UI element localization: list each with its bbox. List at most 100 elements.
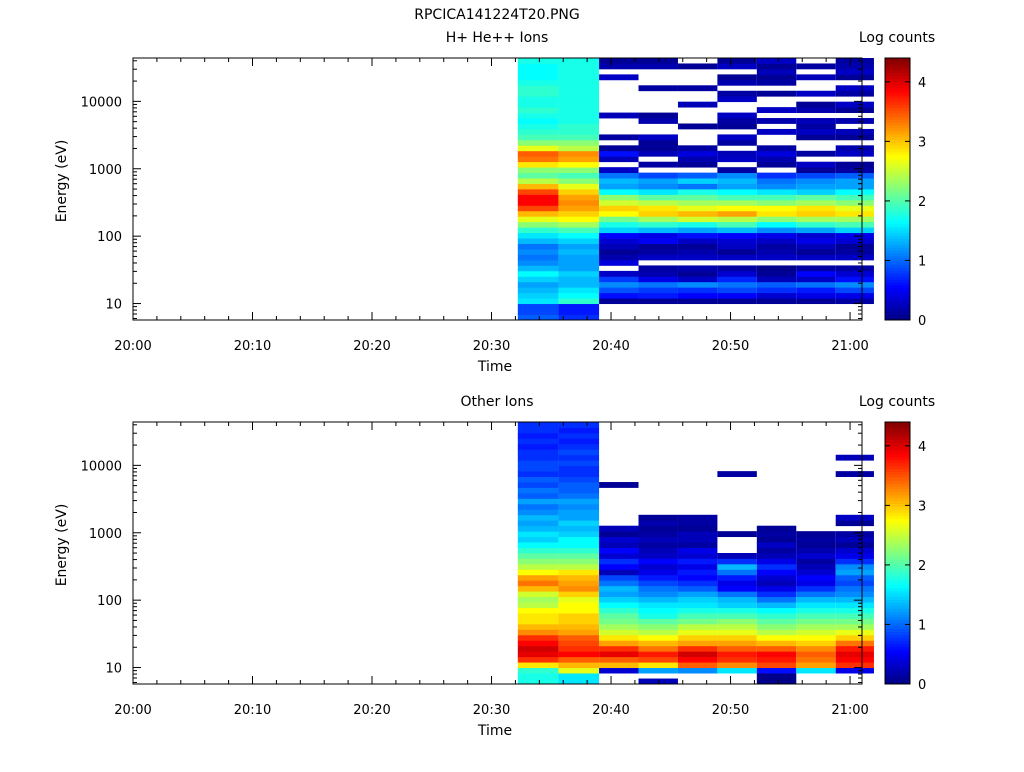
heatmap-cell [638,574,678,581]
heatmap-cell [677,210,718,217]
colorbar-segment [885,133,910,138]
heatmap-cell [796,150,836,157]
heatmap-cell [796,243,836,250]
x-tick-label: 20:40 [592,703,629,718]
y-tick-label: 10000 [81,459,122,474]
heatmap-cell [599,112,639,119]
colorbar-segment [885,669,910,673]
heatmap-cell [599,227,639,234]
heatmap-cell [835,585,874,592]
colorbar-segment [885,491,910,496]
heatmap-cell [599,542,639,548]
heatmap-cell [558,547,600,554]
colorbar-segment [885,203,910,207]
heatmap-cell [517,449,559,456]
colorbar-segment [885,643,910,647]
heatmap-cell [517,118,559,124]
colorbar-segment [885,436,910,440]
heatmap-cell [835,161,874,168]
heatmap-cell [638,531,678,538]
heatmap-cell [717,569,757,576]
colorbar-segment [885,558,910,563]
heatmap-cell [558,303,600,310]
colorbar-segment [885,628,910,633]
heatmap-cell [517,542,559,548]
heatmap-cell [599,281,639,288]
heatmap-cell [599,189,639,195]
heatmap-cell [638,536,678,543]
heatmap-cell [717,276,757,283]
heatmap-cell [835,292,874,299]
heatmap-cell [558,422,600,428]
heatmap-cell [517,298,559,305]
heatmap-cell [558,63,600,70]
heatmap-cell [599,243,639,250]
colorbar-segment [885,200,910,205]
colorbar-segment [885,605,910,609]
colorbar-segment [885,110,910,114]
heatmap-cell [756,107,797,113]
heatmap-cell [517,183,559,190]
colorbar-segment [885,619,910,624]
heatmap-cell [835,128,874,135]
heatmap-cell [717,112,757,119]
heatmap-cell [677,238,718,244]
colorbar-segment [885,483,910,487]
heatmap-cell [796,123,836,130]
colorbar-segment [885,159,910,164]
heatmap-cell [517,259,559,266]
colorbar-segment [885,244,910,248]
colorbar-segment [885,171,910,175]
heatmap-cell [517,254,559,261]
colorbar-segment [885,532,910,537]
heatmap-cell [677,525,718,532]
heatmap-cell [677,580,718,587]
heatmap-cell [756,607,797,614]
heatmap-cell [599,199,639,206]
heatmap-cell [638,221,678,228]
colorbar-segment [885,124,910,129]
heatmap-cell [677,101,718,108]
heatmap-cell [558,443,600,450]
heatmap-cell [835,254,874,261]
x-tick-label: 20:30 [473,339,510,354]
heatmap-cell [756,678,797,685]
heatmap-cell [756,232,797,239]
heatmap-cell [796,618,836,625]
colorbar-segment [885,206,910,210]
colorbar-segment [885,264,910,269]
heatmap-cell [558,145,600,152]
heatmap-cell [517,107,559,113]
heatmap-cell [517,265,559,272]
heatmap-cell [558,465,600,472]
heatmap-cell [599,249,639,255]
heatmap-cell [756,172,797,179]
colorbar-segment [885,553,910,557]
colorbar-segment [885,427,910,432]
heatmap-cell [638,205,678,212]
heatmap-cell [558,471,600,477]
heatmap-cell [796,227,836,234]
heatmap-cell [558,449,600,456]
heatmap-cell [677,156,718,163]
heatmap-cell [717,227,757,234]
heatmap-cell [517,492,559,499]
heatmap-cell [517,58,559,64]
heatmap-cell [796,542,836,548]
heatmap-cell [756,205,797,212]
heatmap-cell [558,298,600,305]
heatmap-cell [599,591,639,598]
heatmap-cell [558,476,600,483]
colorbar-segment [885,84,910,88]
colorbar-label: Log counts [859,30,935,46]
colorbar-segment [885,285,910,289]
heatmap-cell [796,107,836,113]
colorbar-segment [885,60,910,65]
heatmap-cell [717,90,757,97]
heatmap-cell [796,634,836,641]
heatmap-cell [835,580,874,587]
colorbar-segment [885,622,910,627]
colorbar-segment [885,573,910,577]
heatmap-cell [717,651,757,658]
